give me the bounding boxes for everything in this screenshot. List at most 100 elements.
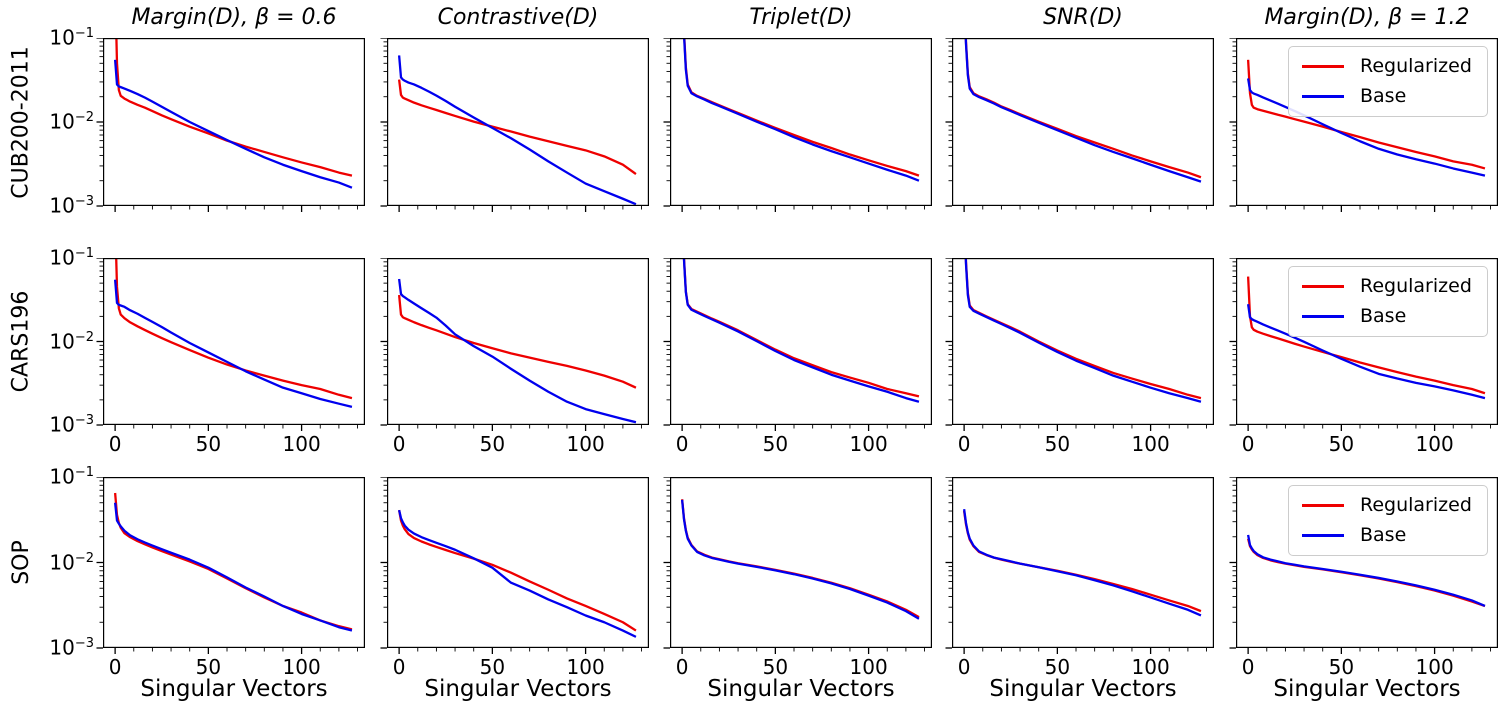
x-tick-label: 0	[392, 432, 406, 456]
series-base-line	[1246, 534, 1486, 608]
panel-2-3	[945, 477, 1214, 654]
panel-2-2	[663, 477, 932, 654]
x-tick-label: 0	[392, 655, 406, 679]
series-base-line	[113, 279, 353, 408]
x-axis-label: Singular Vectors	[424, 676, 612, 702]
x-tick-label: 100	[282, 655, 321, 679]
axes-spine	[670, 38, 932, 207]
axes-spine	[952, 477, 1214, 649]
series-base-line	[397, 509, 637, 638]
series-base-line	[113, 59, 353, 189]
legend-label: Base	[1360, 304, 1407, 327]
panel-title: SNR(D)	[1043, 5, 1123, 30]
x-tick-label: 0	[1241, 655, 1255, 679]
y-tick-label: 10−2	[49, 109, 94, 134]
legend-entry: Regularized	[1302, 276, 1472, 297]
x-tick-label: 50	[762, 655, 789, 679]
x-tick-label: 0	[675, 655, 689, 679]
x-tick-label: 0	[108, 432, 122, 456]
series-base-line	[964, 38, 1202, 183]
x-tick-label: 100	[1415, 432, 1454, 456]
x-tick-label: 100	[849, 432, 888, 456]
legend-entry: Regularized	[1302, 56, 1472, 77]
axes-spine	[1236, 38, 1498, 207]
axes-spine	[103, 258, 365, 426]
series-regularized-line	[682, 258, 920, 398]
series-base-line	[680, 499, 920, 620]
regularized-line-swatch	[1302, 64, 1344, 68]
legend-entry: Regularized	[1302, 495, 1472, 516]
panel-title: Triplet(D)	[749, 5, 853, 30]
axes-spine	[670, 258, 932, 426]
legend: Regularized Base	[1288, 266, 1488, 337]
y-tick-label: 10−2	[49, 550, 94, 575]
x-tick-label: 50	[195, 432, 222, 456]
panel-title: Margin(D), β = 0.6	[131, 5, 337, 30]
x-tick-label: 50	[1328, 655, 1355, 679]
x-tick-label: 50	[195, 655, 222, 679]
x-tick-label: 0	[1241, 432, 1255, 456]
y-tick-label: 10−3	[49, 193, 94, 218]
x-tick-label: 0	[108, 655, 122, 679]
series-regularized-line	[397, 294, 637, 389]
x-tick-label: 0	[957, 432, 971, 456]
series-regularized-line	[115, 258, 353, 400]
axes-spine	[387, 38, 649, 207]
legend-label: Regularized	[1360, 55, 1472, 77]
series-base-line	[683, 38, 920, 182]
panel-0-2	[663, 38, 932, 212]
x-axis-label: Singular Vectors	[140, 676, 328, 702]
x-tick-label: 100	[566, 432, 605, 456]
series-base-line	[397, 278, 637, 424]
legend-label: Regularized	[1360, 275, 1472, 297]
axes-spine	[670, 477, 932, 649]
series-regularized-line	[964, 38, 1202, 179]
y-tick-label: 10−1	[49, 245, 94, 270]
regularized-line-swatch	[1302, 503, 1344, 507]
series-regularized-line	[1246, 59, 1486, 170]
axes-spine	[952, 38, 1214, 207]
y-tick-label: 10−1	[49, 25, 94, 50]
panel-0-3	[945, 38, 1214, 212]
legend-entry: Base	[1302, 523, 1472, 546]
series-regularized-line	[1246, 276, 1486, 395]
series-base-line	[113, 502, 353, 632]
panel-1-1	[380, 258, 649, 431]
legend: Regularized Base	[1288, 46, 1488, 117]
row-label-text: CARS196	[8, 290, 34, 393]
row-label: CARS196	[2, 258, 40, 425]
legend-label: Base	[1360, 523, 1407, 546]
panel-1-4	[1229, 258, 1498, 431]
y-tick-label: 10−2	[49, 329, 94, 354]
x-tick-label: 0	[957, 655, 971, 679]
legend-label: Regularized	[1360, 494, 1472, 516]
legend-label: Base	[1360, 84, 1407, 107]
y-tick-label: 10−3	[49, 412, 94, 437]
panel-2-4	[1229, 477, 1498, 654]
axes-spine	[103, 477, 365, 649]
panel-2-0	[96, 477, 365, 654]
x-axis-label: Singular Vectors	[707, 676, 895, 702]
row-label: SOP	[2, 477, 40, 648]
x-tick-label: 100	[1131, 432, 1170, 456]
row-label: CUB200-2011	[2, 38, 40, 206]
panel-title: Contrastive(D)	[437, 5, 599, 30]
panel-0-1	[380, 38, 649, 212]
axes-spine	[1236, 477, 1498, 649]
panel-0-0	[96, 38, 365, 212]
series-regularized-line	[397, 79, 637, 175]
x-axis-label: Singular Vectors	[989, 676, 1177, 702]
x-tick-label: 100	[566, 655, 605, 679]
series-regularized-line	[397, 509, 637, 632]
panel-1-3	[945, 258, 1214, 431]
series-regularized-line	[683, 38, 920, 177]
legend: Regularized Base	[1288, 485, 1488, 556]
x-tick-label: 100	[849, 655, 888, 679]
x-tick-label: 50	[1328, 432, 1355, 456]
x-tick-label: 50	[1044, 432, 1071, 456]
series-regularized-line	[115, 38, 353, 177]
x-tick-label: 50	[479, 655, 506, 679]
legend-entry: Base	[1302, 84, 1472, 107]
regularized-line-swatch	[1302, 284, 1344, 288]
